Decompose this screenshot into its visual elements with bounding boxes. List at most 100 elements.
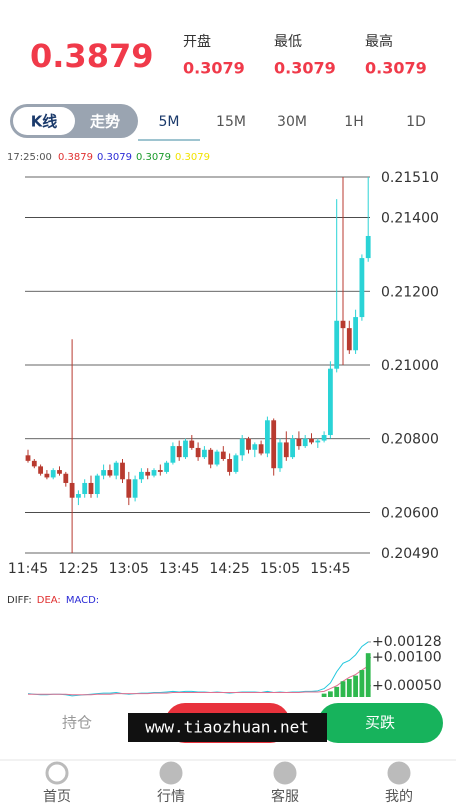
candle-body — [214, 451, 220, 465]
candle-body — [258, 444, 264, 454]
nav-icon[interactable] — [387, 761, 411, 785]
candle-body — [44, 473, 50, 478]
macd-bar — [346, 679, 352, 697]
toggle-kline[interactable]: K线 — [31, 113, 58, 131]
period-tab[interactable]: 1D — [406, 114, 426, 130]
watermark: www.tiaozhuan.net — [145, 718, 309, 737]
macd-bar — [353, 675, 358, 697]
period-tab[interactable]: 30M — [277, 114, 307, 130]
buy-down-label[interactable]: 买跌 — [365, 714, 395, 732]
y-tick-label: +0.00050 — [372, 678, 442, 694]
candle-body — [183, 440, 188, 458]
nav-label[interactable]: 客服 — [271, 788, 299, 805]
candle-body — [57, 470, 62, 474]
watermark-bg — [128, 713, 327, 742]
period-tab[interactable]: 1H — [344, 114, 363, 130]
candle-body — [346, 328, 352, 351]
stat-label: 最低 — [274, 34, 302, 50]
nav-label[interactable]: 行情 — [157, 789, 185, 805]
candle-body — [208, 449, 214, 465]
candle-body — [202, 449, 207, 458]
candle-body — [283, 442, 289, 458]
candle-body — [252, 444, 258, 450]
macd-bar — [328, 691, 333, 697]
candle-body — [25, 455, 31, 461]
candle-body — [69, 482, 75, 498]
candle-body — [315, 440, 321, 443]
nav-icon[interactable] — [273, 761, 297, 785]
candle-body — [359, 258, 365, 318]
candle-body — [246, 438, 251, 450]
y-tick-label: 0.20800 — [381, 432, 439, 448]
nav-icon[interactable] — [45, 761, 69, 785]
candle-body — [63, 473, 69, 483]
candle-body — [328, 368, 333, 436]
candle-body — [271, 420, 277, 469]
candle-body — [107, 470, 113, 476]
info-value: 0.3079 — [136, 152, 171, 163]
stat-value: 0.3079 — [274, 59, 336, 78]
stat-label: 最高 — [365, 33, 393, 50]
toggle-active[interactable] — [13, 107, 75, 135]
nav-label[interactable]: 首页 — [43, 789, 71, 805]
candle-body — [176, 446, 182, 458]
macd-bar — [334, 686, 340, 697]
y-tick-label: 0.21200 — [381, 284, 439, 300]
info-value: 0.3879 — [58, 152, 93, 163]
candle-body — [302, 438, 308, 447]
macd-bar — [365, 653, 371, 697]
x-tick-label: 13:45 — [159, 561, 199, 577]
y-tick-label: 0.21400 — [381, 211, 439, 227]
candle-body — [340, 320, 346, 329]
x-tick-label: 11:45 — [8, 561, 48, 577]
macd-line — [28, 665, 369, 696]
macd-line — [27, 641, 369, 697]
toggle-trend[interactable]: 走势 — [90, 113, 120, 131]
period-tab[interactable]: 15M — [216, 114, 246, 130]
buy-down-button[interactable] — [318, 703, 443, 743]
current-price: 0.3879 — [30, 37, 153, 75]
x-tick-label: 15:45 — [310, 561, 350, 577]
candle-body — [220, 451, 226, 459]
x-tick-label: 12:25 — [58, 561, 98, 577]
candle-body — [321, 435, 327, 441]
candle-body — [309, 438, 314, 443]
stat-value: 0.3079 — [365, 59, 427, 78]
candle-body — [277, 442, 283, 469]
candle-body — [365, 235, 371, 259]
candle-body — [31, 460, 37, 467]
info-value: 0.3079 — [97, 152, 132, 163]
candle-body — [290, 438, 295, 458]
candle-body — [334, 320, 340, 369]
positions-tab[interactable]: 持仓 — [62, 714, 92, 732]
nav-label[interactable]: 我的 — [385, 789, 413, 805]
stat-value: 0.3079 — [183, 59, 245, 78]
period-tab[interactable]: 5M — [159, 114, 180, 130]
x-tick-label: 13:05 — [109, 561, 149, 577]
macd-bar — [359, 670, 365, 697]
y-tick-label: 0.20600 — [381, 505, 439, 521]
candle-body — [157, 470, 163, 472]
candle-body — [189, 440, 195, 448]
candle-body — [50, 470, 56, 478]
candle-body — [94, 475, 100, 495]
y-tick-label: 0.21510 — [381, 170, 439, 186]
info-value: 0.3079 — [175, 152, 210, 163]
legend-entry: MACD: — [66, 595, 99, 606]
candle-body — [120, 462, 125, 480]
info-time: 17:25:00 — [7, 152, 52, 163]
legend-entry: DIFF: — [7, 595, 32, 606]
candle-body — [113, 462, 119, 476]
y-tick-label: 0.20490 — [381, 546, 439, 562]
candle-body — [353, 317, 358, 351]
candle-body — [82, 482, 88, 495]
candle-body — [132, 479, 138, 498]
nav-icon[interactable] — [159, 761, 183, 785]
candle-body — [265, 420, 270, 454]
candle-body — [233, 455, 239, 472]
candle-body — [227, 459, 232, 472]
y-tick-label: +0.00100 — [372, 650, 442, 666]
candle-body — [145, 471, 151, 476]
